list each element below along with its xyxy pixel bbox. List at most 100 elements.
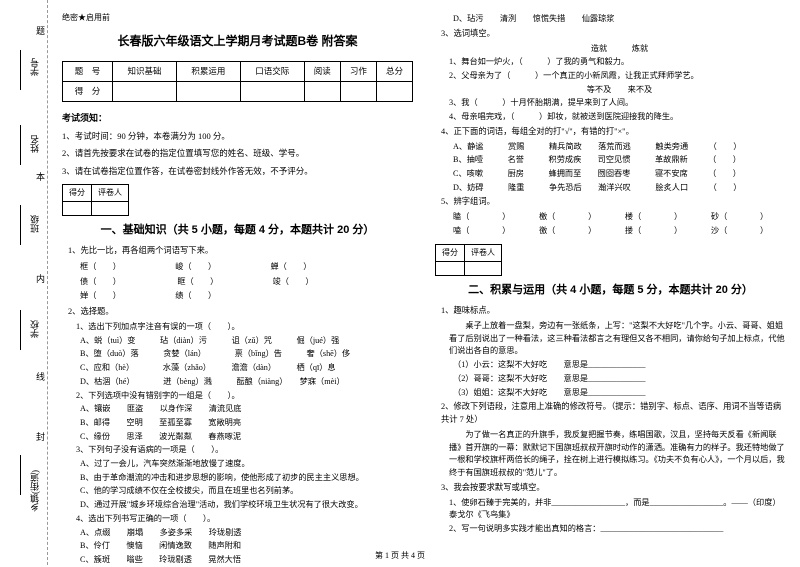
field-label-town: 乡镇(街道) [28, 470, 41, 512]
jh: 评卷人 [465, 244, 502, 261]
q2-opt: C、应和（hè） 水藻（zhǎo） 澹澹（dàn） 栖（qī）息 [80, 362, 413, 375]
td: 得 分 [63, 82, 113, 102]
q1-row: 竣（ ） [273, 276, 350, 289]
q3-line: 4、母亲唱完戏，（ ）卸妆，就被送到医院迎接我的降生。 [449, 111, 786, 124]
section-title: 一、基础知识（共 5 小题，每题 4 分，本题共计 20 分） [62, 222, 413, 239]
q1-row: 婵（ ） [80, 290, 157, 303]
jh: 得分 [436, 244, 465, 261]
s2q1-opt: （1）小云：这梨不大好吃 意思是______________ [453, 359, 786, 372]
field-label-class: 班级 [28, 215, 41, 233]
s2q3-head: 3、我会按要求默写或填空。 [441, 482, 786, 495]
q2-sub: 4、选出下列书写正确的一项（ ）。 [76, 513, 413, 526]
column-right: D、玷污 清洌 惊慌失措 仙露琼浆 3、选词填空。 造就 炼就 1、舞台如一炉火… [435, 12, 786, 557]
s2q1-body: 桌子上放着一盘梨，旁边有一张纸条，上写："这梨不大好吃"几个字。小云、哥哥、姐姐… [449, 320, 786, 358]
notice: 1、考试时间：90 分钟，本卷满分为 100 分。 [62, 130, 413, 143]
secret-mark: 绝密★启用前 [62, 12, 413, 24]
td[interactable] [113, 82, 177, 102]
s2q1-opt: （2）哥哥：这梨不大好吃 意思是______________ [453, 373, 786, 386]
q2-opt: B、由于革命潮流的冲击和进步思想的影响，使他形成了初步的民主主义思想。 [80, 472, 413, 485]
notice: 3、请在试卷指定位置作答，在试卷密封线外作答无效，不予评分。 [62, 165, 413, 178]
field-label-school: 学校 [28, 320, 41, 338]
q4-opt: B、抽噎 名誉 积劳成疾 司空见惯 革故鼎新 （ ） [453, 154, 786, 167]
q3-words: 等不及 来不及 [453, 84, 786, 97]
q1-row: 峻（ ） [175, 261, 252, 274]
field-label-id: 学号 [28, 58, 41, 76]
q3-line: 2、父母亲为了（ ）一个真正的小新凤霞，让我正式拜师学艺。 [449, 70, 786, 83]
notice-head: 考试须知： [62, 112, 413, 126]
jc[interactable] [465, 262, 502, 276]
cut-mark: 题 [36, 24, 45, 37]
page-number: 第 1 页 共 4 页 [375, 550, 425, 561]
section-title: 二、积累与运用（共 4 小题，每题 5 分，本题共计 20 分） [435, 282, 786, 299]
jc[interactable] [63, 202, 92, 216]
td[interactable] [304, 82, 340, 102]
q1-row: 眶（ ） [177, 276, 254, 289]
q2-opt: C、缘份 思泽 波光粼粼 春燕啄泥 [80, 431, 413, 444]
q2-opt: D、通过开展"城乡环境综合治理"活动，我们学校环境卫生状况有了很大改变。 [80, 499, 413, 512]
q1-row: 蝉（ ） [270, 261, 347, 274]
jh: 得分 [63, 184, 92, 201]
th: 积累运用 [176, 61, 240, 81]
exam-title: 长春版六年级语文上学期月考试题B卷 附答案 [62, 32, 413, 51]
cut-mark: 封 [36, 430, 45, 443]
q2-opt: B、邮得 空明 至孤至寡 宽敞明亮 [80, 417, 413, 430]
q2-opt: A、蜕（tuì）变 玷（diàn）污 诅（zǔ）咒 倔（jué）强 [80, 335, 413, 348]
td[interactable] [376, 82, 412, 102]
field-line [20, 125, 21, 165]
q2-opt: C、他的学习成绩不仅在全校拔尖，而且在班里也名列前茅。 [80, 485, 413, 498]
jh: 评卷人 [92, 184, 129, 201]
field-line [20, 310, 21, 350]
field-line [20, 205, 21, 245]
td[interactable] [340, 82, 376, 102]
s2q1-opt: （3）姐姐：这梨不大好吃 意思是______________ [453, 387, 786, 400]
jc[interactable] [92, 202, 129, 216]
score-table: 题 号 知识基础 积累运用 口语交际 阅读 习作 总分 得 分 [62, 61, 413, 102]
judge-box: 得分评卷人 [62, 184, 129, 216]
q2-sub: 3、下列句子没有语病的一项是（ ）。 [76, 444, 413, 457]
cut-mark: 内 [36, 272, 45, 285]
th: 题 号 [63, 61, 113, 81]
q2-opt: D、枯涸（hé） 迸（bèng）溅 酝酿（niàng） 梦寐（mèi） [80, 376, 413, 389]
s2q1-head: 1、趣味标点。 [441, 305, 786, 318]
th: 知识基础 [113, 61, 177, 81]
q2-sub: 1、选出下列加点字注音有误的一项（ ）。 [76, 321, 413, 334]
field-line [20, 455, 21, 495]
th: 阅读 [304, 61, 340, 81]
q1-head: 1、先比一比，再各组两个词语写下来。 [68, 245, 413, 258]
q4-head: 4、正下面的词语，每组全对的打"√"，有错的打"×"。 [441, 126, 786, 139]
q2-opt: B、堕（duò）落 贪婪（lán） 禀（bǐng）告 奢（shē）侈 [80, 348, 413, 361]
q5-row: 嗑（ ） 徼（ ） 搂（ ） 沙（ ） [453, 225, 786, 238]
q1-row: 框（ ） [80, 261, 157, 274]
th: 习作 [340, 61, 376, 81]
q5-head: 5、辨字组词。 [441, 196, 786, 209]
q3-line: 1、舞台如一炉火，（ ）了我的勇气和毅力。 [449, 56, 786, 69]
q1-row: 债（ ） [80, 276, 157, 289]
field-label-name: 姓名 [28, 135, 41, 153]
s2q3-line: 2、写一句说明多实践才能出真知的格言：_____________________… [449, 523, 786, 536]
s2q2-head: 2、修改下列语段，注意用上准确的修改符号。（提示：错别字、标点、语序、用词不当等… [441, 401, 786, 427]
q2-opt: A、镶嵌 匪盗 以身作深 清流见底 [80, 403, 413, 416]
cut-mark: 线 [36, 370, 45, 383]
column-left: 绝密★启用前 长春版六年级语文上学期月考试题B卷 附答案 题 号 知识基础 积累… [62, 12, 413, 557]
judge-box: 得分评卷人 [435, 244, 502, 276]
th: 总分 [376, 61, 412, 81]
q5-row: 瞌（ ） 檄（ ） 楼（ ） 砂（ ） [453, 211, 786, 224]
td[interactable] [240, 82, 304, 102]
notice: 2、请首先按要求在试卷的指定位置填写您的姓名、班级、学号。 [62, 147, 413, 160]
q1-row: 绩（ ） [175, 290, 252, 303]
s2q3-line: 1、使卵石臻于完美的，并非__________________，而是______… [449, 497, 786, 522]
q4-opt: C、咳嗽 厨房 蜂拥而至 囫囵吞枣 寝不安席 （ ） [453, 168, 786, 181]
field-line [20, 50, 21, 90]
jc[interactable] [436, 262, 465, 276]
q2-sub: 2、下列选项中没有错别字的一组是（ ）。 [76, 390, 413, 403]
q3-words: 造就 炼就 [453, 43, 786, 56]
q2-opt: D、玷污 清洌 惊慌失措 仙露琼浆 [453, 13, 786, 26]
cut-mark: 本 [36, 170, 45, 183]
q4-opt: D、妨碍 隆重 争先恐后 瀚洋兴叹 脍炙人口 （ ） [453, 182, 786, 195]
q2-opt: A、点缀 崩塌 多姿多采 玲珑剔透 [80, 527, 413, 540]
q3-line: 3、我（ ）十月怀胎期满，提早来到了人间。 [449, 97, 786, 110]
q2-head: 2、选择题。 [68, 306, 413, 319]
td[interactable] [176, 82, 240, 102]
binding-sidebar: 题 学号 姓名 本 班级 内 学校 线 封 乡镇(街道) [0, 0, 48, 565]
q3-head: 3、选词填空。 [441, 28, 786, 41]
